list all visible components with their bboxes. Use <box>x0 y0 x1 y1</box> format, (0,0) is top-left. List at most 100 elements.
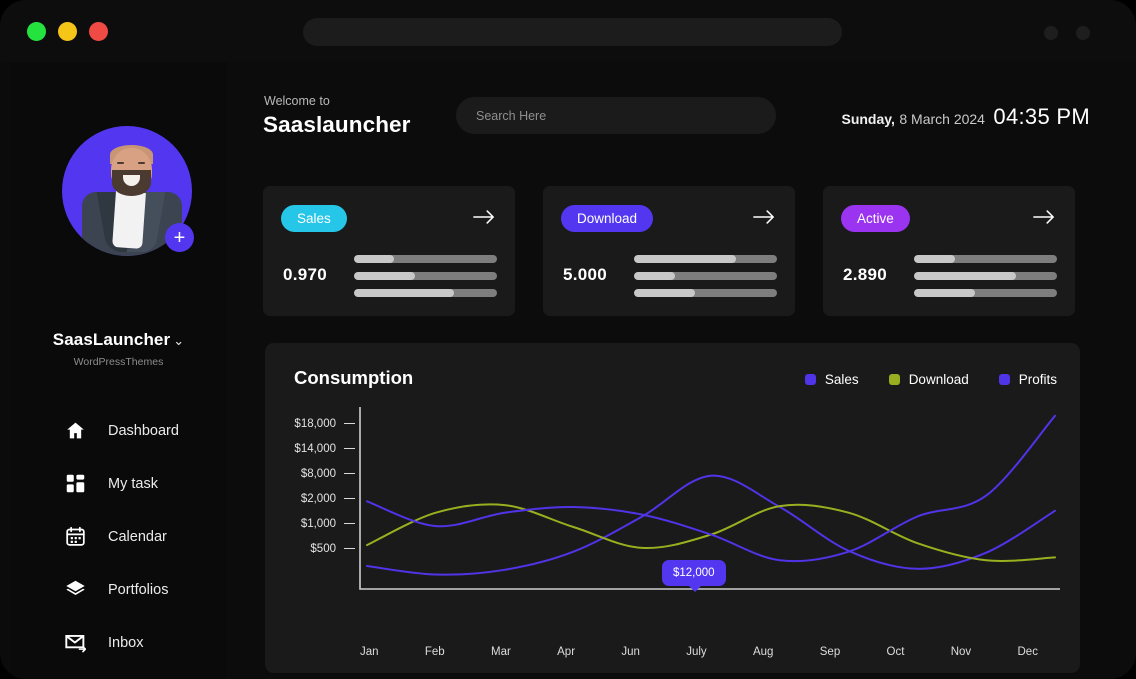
sidebar-item-dashboard[interactable]: Dashboard <box>10 404 227 457</box>
sidebar-item-label: Portfolios <box>108 581 169 598</box>
x-tick-label: Jun <box>621 646 640 658</box>
arrow-right-icon[interactable] <box>753 208 775 226</box>
chart-y-axis: $18,000 $14,000 $8,000 $2,000 <box>277 411 355 561</box>
y-tick-label: $18,000 <box>294 417 336 430</box>
progress-bar <box>634 289 777 297</box>
progress-bar <box>354 272 497 280</box>
window-maximize-dot[interactable] <box>27 22 46 41</box>
sidebar-item-portfolios[interactable]: Portfolios <box>10 563 227 616</box>
consumption-chart-panel: Consumption Sales Download Profits <box>265 343 1080 673</box>
layers-icon <box>65 579 86 600</box>
add-avatar-button[interactable]: + <box>165 223 194 252</box>
y-axis-tick: $14,000 <box>277 436 355 461</box>
x-tick-label: Nov <box>950 646 972 658</box>
chart-series-profits <box>366 414 1056 563</box>
y-axis-tick: $2,000 <box>277 486 355 511</box>
chrome-action-dot-1[interactable] <box>1044 26 1058 40</box>
stat-cards: Sales 0.970 Download 5.000 <box>263 186 1075 316</box>
welcome-label: Welcome to <box>264 94 330 108</box>
avatar[interactable]: + <box>62 126 194 256</box>
sidebar: + SaasLauncher ⌄ WordPressThemes Dashboar… <box>10 62 227 679</box>
progress-bar <box>354 289 497 297</box>
stat-card-sales[interactable]: Sales 0.970 <box>263 186 515 316</box>
arrow-right-icon[interactable] <box>473 208 495 226</box>
sidebar-item-label: Inbox <box>108 634 144 651</box>
legend-swatch <box>888 374 900 385</box>
tick-dash <box>344 497 355 500</box>
y-tick-label: $2,000 <box>300 492 336 505</box>
x-tick-label: Oct <box>886 646 905 658</box>
legend-label: Download <box>908 372 969 387</box>
calendar-icon <box>65 526 86 547</box>
status-badge[interactable]: Active <box>841 205 910 232</box>
tick-dash <box>344 522 355 525</box>
x-tick-label: Aug <box>752 646 774 658</box>
chart-series-sales <box>366 474 1056 576</box>
search-input[interactable] <box>456 97 776 134</box>
chart-x-axis: Jan Feb Mar Apr Jun July Aug Sep Oct Nov… <box>360 646 1038 658</box>
y-tick-label: $500 <box>310 542 336 555</box>
window-traffic-lights <box>27 22 108 41</box>
stat-card-active[interactable]: Active 2.890 <box>823 186 1075 316</box>
card-value: 5.000 <box>563 265 608 284</box>
y-axis-tick: $500 <box>277 536 355 561</box>
x-tick-label: Dec <box>1017 646 1038 658</box>
sidebar-item-calendar[interactable]: Calendar <box>10 510 227 563</box>
card-progress-bars <box>914 255 1057 306</box>
card-value: 0.970 <box>283 265 328 284</box>
status-badge[interactable]: Sales <box>281 205 347 232</box>
sidebar-item-label: Calendar <box>108 528 167 545</box>
sidebar-item-my-task[interactable]: My task <box>10 457 227 510</box>
y-axis-tick: $18,000 <box>277 411 355 436</box>
y-tick-label: $8,000 <box>300 467 336 480</box>
mail-icon <box>65 632 87 653</box>
chrome-action-dot-2[interactable] <box>1076 26 1090 40</box>
y-axis-tick: $8,000 <box>277 461 355 486</box>
tick-dash <box>344 447 355 450</box>
legend-item-download[interactable]: Download <box>888 372 969 387</box>
tick-dash <box>344 472 355 475</box>
x-tick-label: July <box>686 646 707 658</box>
sidebar-item-list-work[interactable]: List Work <box>10 669 227 679</box>
brand-subtitle: WordPressThemes <box>73 356 164 368</box>
chart-lines <box>359 407 1060 590</box>
status-badge[interactable]: Download <box>561 205 654 232</box>
sidebar-item-label: Dashboard <box>108 422 179 439</box>
chart-tooltip: $12,000 <box>662 560 726 592</box>
card-progress-bars <box>354 255 497 306</box>
browser-url-bar[interactable] <box>303 18 842 46</box>
brand-name[interactable]: SaasLauncher ⌄ <box>10 330 227 350</box>
chart-title: Consumption <box>294 367 414 388</box>
datetime-time: 04:35 PM <box>993 104 1090 129</box>
stat-card-download[interactable]: Download 5.000 <box>543 186 795 316</box>
chevron-down-icon[interactable]: ⌄ <box>173 333 185 348</box>
avatar-image <box>62 126 192 256</box>
legend-item-sales[interactable]: Sales <box>804 372 859 387</box>
legend-label: Profits <box>1018 372 1057 387</box>
sidebar-item-inbox[interactable]: Inbox <box>10 616 227 669</box>
window-minimize-dot[interactable] <box>58 22 77 41</box>
window-close-dot[interactable] <box>89 22 108 41</box>
x-tick-label: Jan <box>360 646 379 658</box>
card-value: 2.890 <box>843 265 888 284</box>
legend-label: Sales <box>824 372 859 387</box>
brand-label: SaasLauncher <box>52 330 171 349</box>
main-content: Welcome to Saaslauncher Sunday, 8 March … <box>227 62 1136 679</box>
tick-dash <box>344 422 355 425</box>
y-tick-label: $1,000 <box>300 517 336 530</box>
chart-legend: Sales Download Profits <box>804 372 1057 387</box>
legend-item-profits[interactable]: Profits <box>998 372 1057 387</box>
page-title: Saaslauncher <box>263 112 411 137</box>
progress-bar <box>914 272 1057 280</box>
tick-dash <box>344 547 355 550</box>
arrow-right-icon[interactable] <box>1033 208 1055 226</box>
x-tick-label: Apr <box>557 646 576 658</box>
datetime-date: 8 March 2024 <box>899 111 985 127</box>
progress-bar <box>634 272 777 280</box>
x-tick-label: Sep <box>819 646 841 658</box>
chart-plot-area: $18,000 $14,000 $8,000 $2,000 <box>265 399 1080 673</box>
y-tick-label: $14,000 <box>294 442 336 455</box>
card-progress-bars <box>634 255 777 306</box>
datetime-day: Sunday, <box>841 111 895 127</box>
progress-bar <box>634 255 777 263</box>
